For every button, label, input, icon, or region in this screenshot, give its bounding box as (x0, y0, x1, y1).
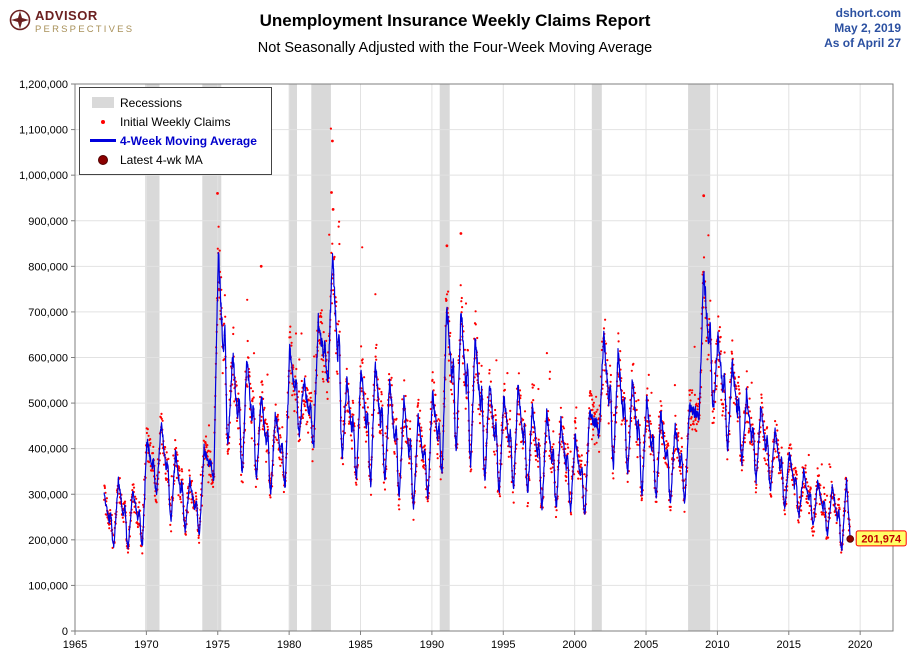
page-title: Unemployment Insurance Weekly Claims Rep… (259, 11, 651, 30)
svg-text:600,000: 600,000 (28, 353, 68, 365)
svg-text:1985: 1985 (348, 639, 372, 651)
source-date: May 2, 2019 (834, 21, 901, 35)
blue-line-icon (86, 139, 120, 142)
source-site: dshort.com (835, 6, 901, 20)
moving-average-line (103, 252, 851, 552)
latest-ma-marker (846, 535, 854, 543)
legend-item-moving-average: 4-Week Moving Average (86, 131, 257, 150)
red-dot-icon (86, 119, 120, 124)
logo-text-advisor: ADVISOR (35, 8, 98, 23)
claims-chart: 0 100,000 200,000 300,000 400,000 500,000 600,… (19, 79, 907, 651)
latest-callout-label: 201,974 (861, 533, 902, 545)
svg-text:1995: 1995 (491, 639, 515, 651)
svg-text:0: 0 (62, 626, 68, 638)
legend-label: Latest 4-wk MA (120, 152, 203, 167)
recession-swatch-icon (86, 97, 120, 108)
latest-callout: 201,974 (855, 530, 907, 547)
svg-text:1,000,000: 1,000,000 (19, 170, 68, 182)
svg-text:700,000: 700,000 (28, 307, 68, 319)
page-subtitle: Not Seasonally Adjusted with the Four-We… (257, 40, 653, 56)
compass-rose-icon (9, 9, 31, 36)
plot-border (71, 83, 894, 635)
svg-text:900,000: 900,000 (28, 216, 68, 228)
legend-label: Initial Weekly Claims (120, 114, 231, 129)
svg-text:1980: 1980 (277, 639, 301, 651)
legend-label: 4-Week Moving Average (120, 133, 257, 148)
svg-text:100,000: 100,000 (28, 580, 68, 592)
legend-item-latest-ma: Latest 4-wk MA (86, 150, 257, 169)
axis-labels: 0 100,000 200,000 300,000 400,000 500,000 600,… (19, 79, 872, 651)
svg-text:2010: 2010 (705, 639, 729, 651)
svg-text:800,000: 800,000 (28, 261, 68, 273)
svg-text:1,100,000: 1,100,000 (19, 125, 68, 137)
legend-label: Recessions (120, 95, 183, 110)
legend-item-recessions: Recessions (86, 93, 257, 112)
svg-text:2005: 2005 (634, 639, 658, 651)
svg-text:1,200,000: 1,200,000 (19, 79, 68, 91)
svg-text:1970: 1970 (134, 639, 158, 651)
svg-text:2015: 2015 (777, 639, 801, 651)
chart-area: 0 100,000 200,000 300,000 400,000 500,000 600,… (0, 75, 910, 661)
chart-titles: Unemployment Insurance Weekly Claims Rep… (0, 0, 910, 56)
svg-text:2000: 2000 (562, 639, 586, 651)
svg-text:400,000: 400,000 (28, 444, 68, 456)
logo-text-perspectives: PERSPECTIVES (35, 24, 135, 35)
svg-text:1990: 1990 (420, 639, 444, 651)
svg-text:1975: 1975 (206, 639, 230, 651)
svg-text:300,000: 300,000 (28, 489, 68, 501)
svg-text:1965: 1965 (63, 639, 87, 651)
maroon-dot-icon (86, 154, 120, 165)
chart-legend: Recessions Initial Weekly Claims 4-Week … (79, 87, 272, 175)
svg-text:2020: 2020 (848, 639, 872, 651)
advisor-perspectives-logo: ADVISOR PERSPECTIVES (9, 8, 134, 36)
source-block: dshort.com May 2, 2019 As of April 27 (824, 6, 901, 51)
gridlines (75, 83, 893, 631)
source-asof: As of April 27 (824, 36, 901, 50)
svg-text:500,000: 500,000 (28, 398, 68, 410)
legend-item-initial-claims: Initial Weekly Claims (86, 112, 257, 131)
svg-text:200,000: 200,000 (28, 535, 68, 547)
